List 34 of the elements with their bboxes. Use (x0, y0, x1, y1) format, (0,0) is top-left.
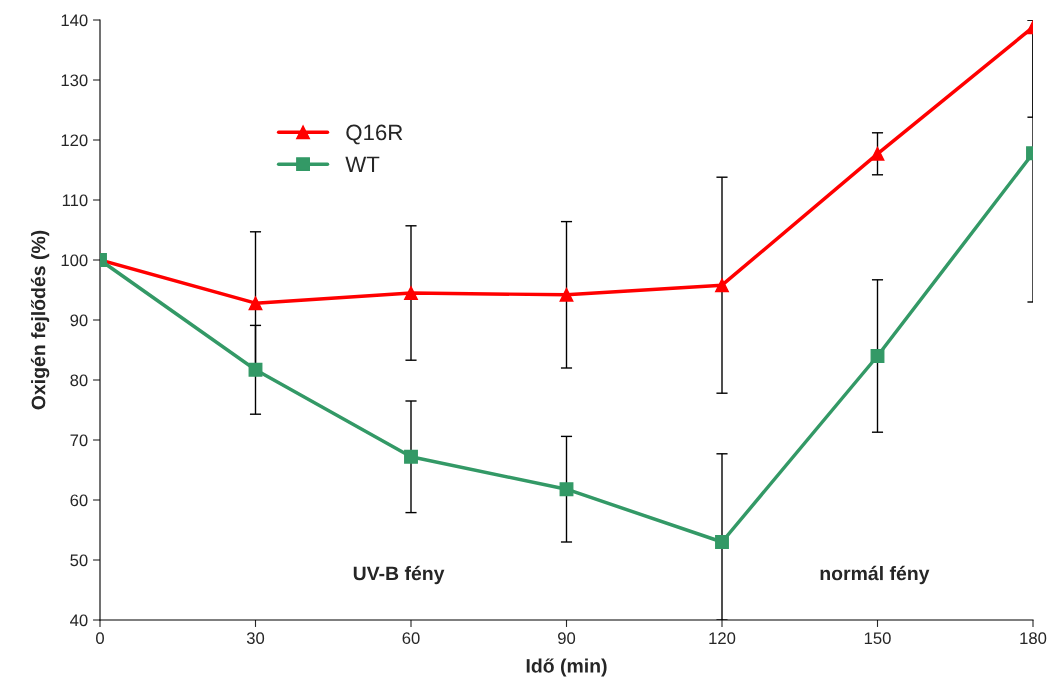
y-tick-label: 70 (70, 434, 88, 447)
y-tick-label: 60 (70, 494, 88, 507)
legend-label: Q16R (346, 124, 403, 145)
annotation: UV-B fény (353, 565, 445, 585)
y-axis-title: Oxigén fejlődés (%) (30, 230, 50, 410)
point (715, 535, 729, 549)
x-axis-title: Idő (min) (526, 658, 607, 677)
y-tick-label: 100 (61, 254, 88, 267)
point (715, 278, 729, 293)
point (870, 146, 885, 161)
y-tick-label: 140 (61, 14, 88, 27)
annotation: normál fény (820, 565, 930, 585)
x-tick-label: 30 (246, 632, 265, 645)
y-tick-label: 80 (70, 374, 88, 387)
point (559, 287, 574, 302)
x-tick-label: 120 (709, 632, 736, 645)
y-tick-label: 50 (70, 554, 88, 567)
legend-label: WT (345, 156, 380, 172)
point (248, 296, 263, 311)
x-tick-label: 150 (864, 632, 891, 645)
x-tick-label: 0 (96, 632, 104, 645)
point (404, 286, 418, 300)
y-tick-label: 120 (61, 134, 88, 147)
point (404, 449, 418, 464)
y-tick-label: 130 (61, 74, 88, 87)
point (870, 349, 885, 363)
y-tick-label: 110 (62, 194, 88, 207)
y-tick-label: 90 (70, 314, 88, 327)
point (248, 362, 263, 377)
y-tick-label: 40 (70, 614, 88, 627)
x-tick-label: 60 (402, 632, 420, 645)
point (559, 482, 574, 497)
x-tick-label: 90 (558, 632, 576, 645)
x-tick-label: 180 (1020, 632, 1047, 645)
